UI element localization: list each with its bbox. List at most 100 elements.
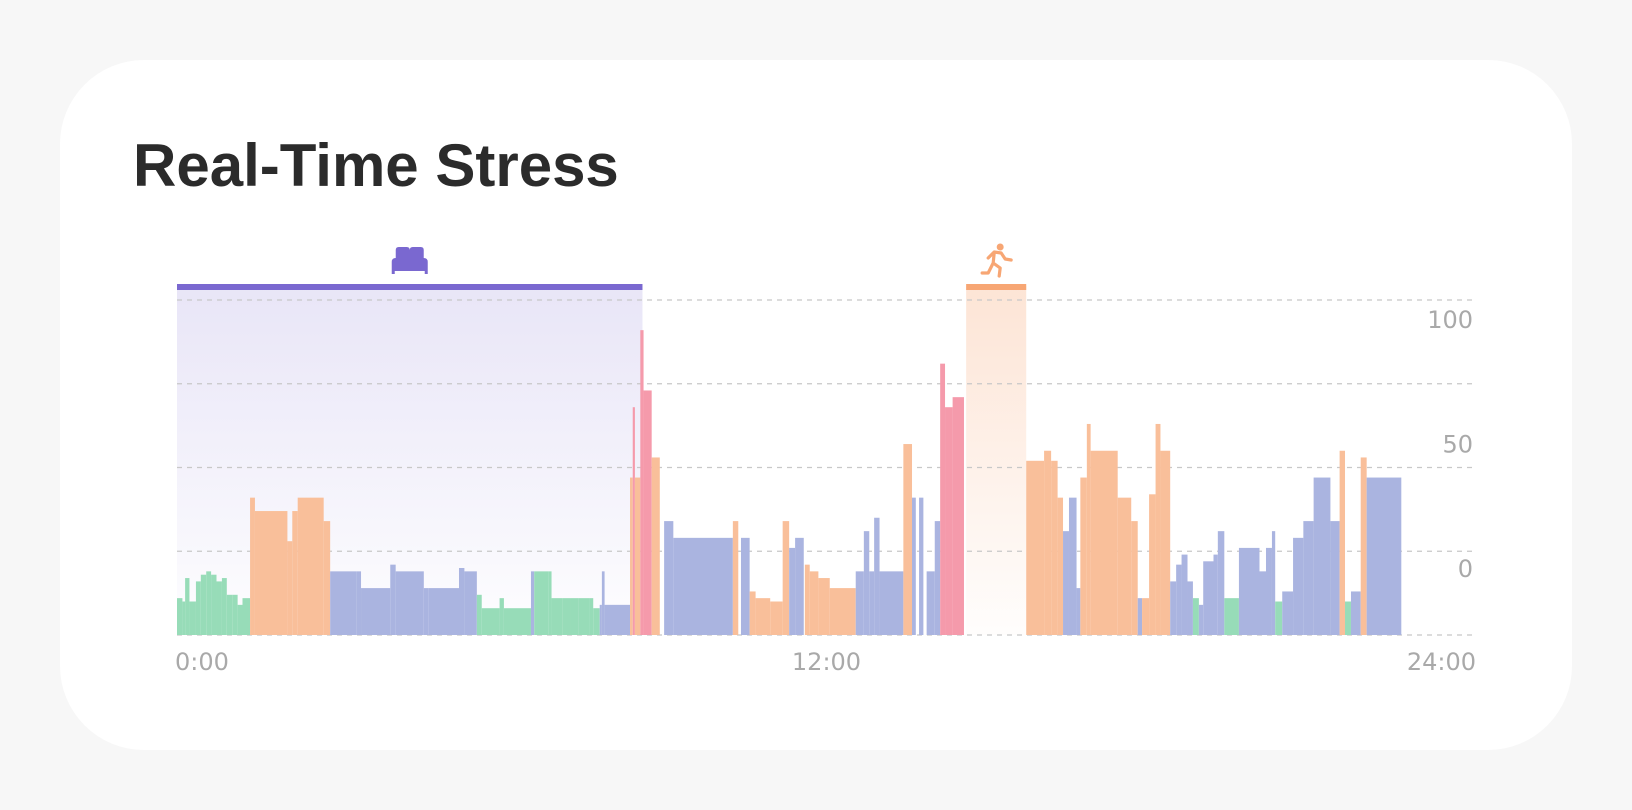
- bed-icon: [391, 247, 428, 274]
- stress-bar: [428, 588, 459, 635]
- stress-bar: [1360, 457, 1367, 635]
- stress-bar: [632, 407, 635, 635]
- stress-bar: [548, 571, 552, 635]
- x-tick-label: 12:00: [792, 648, 861, 676]
- highlight-bar: [966, 284, 1027, 290]
- stress-bar: [237, 604, 243, 635]
- stress-bar: [476, 594, 482, 635]
- stress-bar: [211, 574, 217, 635]
- stress-bar: [254, 511, 288, 635]
- stress-bar: [940, 363, 946, 635]
- stress-bar: [732, 521, 739, 635]
- stress-bar: [292, 511, 298, 635]
- stress-bar: [1192, 598, 1199, 635]
- stress-bar: [1259, 571, 1266, 635]
- stress-bar: [1293, 537, 1304, 635]
- stress-bar: [673, 537, 733, 635]
- stress-bar: [232, 594, 238, 635]
- stress-bar: [356, 571, 362, 635]
- run-body: [980, 250, 1013, 278]
- stress-bar: [503, 608, 531, 635]
- stress-bar: [789, 547, 796, 635]
- stress-bar: [1170, 581, 1177, 635]
- stress-bar: [604, 604, 631, 635]
- stress-bar: [562, 598, 571, 635]
- stress-bar: [804, 564, 810, 635]
- stress-bar: [926, 571, 935, 635]
- stress-bar: [1203, 561, 1214, 635]
- stress-bar: [200, 574, 207, 635]
- stress-bar: [795, 537, 804, 635]
- chart-title: Real-Time Stress: [133, 132, 619, 199]
- stress-bar: [534, 571, 549, 635]
- stress-bar: [903, 444, 913, 635]
- stress-bar: [1330, 521, 1340, 635]
- y-tick-label: 100: [1427, 306, 1473, 334]
- stress-bar: [1086, 423, 1091, 635]
- stress-bar: [250, 497, 255, 635]
- stress-bar: [578, 598, 590, 635]
- stress-bar: [1187, 581, 1193, 635]
- stress-bar: [1176, 564, 1182, 635]
- stress-bar: [1198, 604, 1204, 635]
- stress-bar: [1137, 598, 1143, 635]
- stress-bar: [226, 594, 233, 635]
- x-tick-label: 0:00: [175, 648, 229, 676]
- stress-bar: [1313, 477, 1331, 635]
- stress-bar: [242, 598, 251, 635]
- stress-bar: [464, 571, 477, 635]
- stress-bar: [1217, 531, 1225, 635]
- stress-bar: [1068, 497, 1077, 635]
- run-head: [996, 243, 1004, 251]
- stress-bar: [740, 537, 750, 635]
- x-tick-label: 24:00: [1407, 648, 1476, 676]
- stress-bar: [570, 598, 579, 635]
- stress-bar: [863, 531, 870, 635]
- stress-bar: [185, 578, 190, 635]
- stress-bar: [1131, 521, 1138, 635]
- stress-bar: [829, 588, 856, 635]
- stress-bar: [189, 601, 196, 635]
- stress-bar: [530, 571, 535, 635]
- stress-bar: [1339, 450, 1346, 635]
- stress-bar: [1063, 531, 1069, 635]
- stress-bar: [630, 477, 633, 635]
- stress-bar: [481, 608, 500, 635]
- stress-bar: [809, 571, 819, 635]
- stress-bar: [1117, 497, 1132, 635]
- stress-bar: [589, 598, 594, 635]
- stress-bar: [634, 477, 641, 635]
- highlight-bar: [177, 284, 643, 290]
- stress-bar: [1275, 601, 1283, 635]
- stress-bar: [1213, 554, 1218, 635]
- stress-bar: [195, 581, 201, 635]
- stress-bar: [601, 571, 605, 635]
- stress-bar: [1076, 588, 1081, 635]
- stress-bar: [1282, 591, 1294, 635]
- stress-bar: [934, 521, 941, 635]
- stress-bar: [1271, 531, 1276, 635]
- highlight-band: [966, 286, 1027, 635]
- stress-bar: [297, 497, 324, 635]
- stress-bar: [1303, 521, 1314, 635]
- stress-bar: [593, 608, 600, 635]
- stress-bar: [323, 521, 331, 635]
- stress-bar: [1155, 423, 1161, 635]
- stress-bar: [919, 497, 924, 635]
- stress-bar: [499, 598, 504, 635]
- stress-bar: [1057, 497, 1064, 635]
- stress-bar: [1044, 450, 1052, 635]
- stress-bar: [1160, 450, 1171, 635]
- stress-bar: [1026, 460, 1045, 635]
- stress-bar: [216, 581, 222, 635]
- stress-bar: [330, 571, 357, 635]
- stress-bar: [1080, 477, 1087, 635]
- stress-bar: [782, 521, 790, 635]
- stress-bar: [879, 571, 904, 635]
- stress-bar: [912, 497, 916, 635]
- stress-bar: [1181, 554, 1188, 635]
- stress-bar: [1265, 547, 1272, 635]
- stress-bar: [551, 598, 563, 635]
- bed-shape: [391, 247, 428, 274]
